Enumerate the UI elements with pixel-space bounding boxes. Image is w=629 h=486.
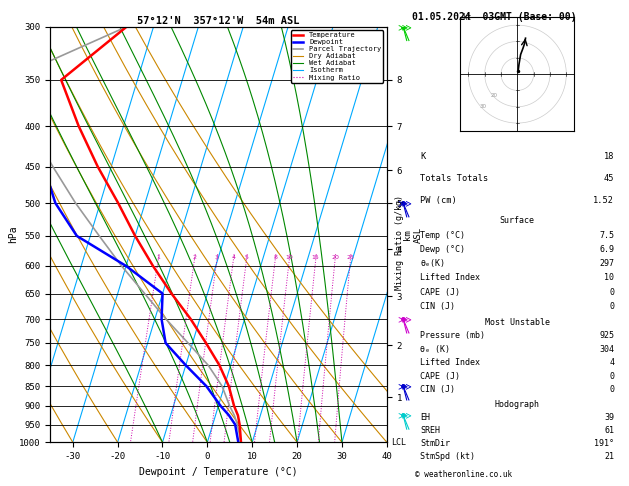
Text: 1: 1: [156, 255, 160, 260]
Y-axis label: hPa: hPa: [8, 226, 18, 243]
Text: 304: 304: [599, 345, 615, 354]
Text: 21: 21: [604, 452, 615, 461]
Text: Lifted Index: Lifted Index: [420, 358, 481, 367]
Text: Temp (°C): Temp (°C): [420, 231, 465, 240]
Text: 18: 18: [604, 152, 615, 161]
Text: StmSpd (kt): StmSpd (kt): [420, 452, 476, 461]
Text: 0: 0: [610, 385, 615, 394]
Y-axis label: km
ASL: km ASL: [403, 226, 423, 243]
Legend: Temperature, Dewpoint, Parcel Trajectory, Dry Adiabat, Wet Adiabat, Isotherm, Mi: Temperature, Dewpoint, Parcel Trajectory…: [291, 30, 383, 83]
Text: EH: EH: [420, 413, 430, 422]
Text: Totals Totals: Totals Totals: [420, 174, 489, 183]
Text: 25: 25: [347, 255, 354, 260]
Text: 1.52: 1.52: [593, 196, 615, 205]
Text: ⋙: ⋙: [397, 22, 411, 32]
Text: 925: 925: [599, 331, 615, 341]
Text: θₑ(K): θₑ(K): [420, 259, 445, 268]
Text: 5: 5: [245, 255, 248, 260]
Text: ⋙: ⋙: [397, 381, 411, 391]
Text: 15: 15: [312, 255, 320, 260]
Text: CIN (J): CIN (J): [420, 385, 455, 394]
Text: ⋙: ⋙: [397, 198, 411, 208]
Text: SREH: SREH: [420, 426, 440, 435]
Text: kt: kt: [462, 13, 471, 22]
Text: 0: 0: [610, 371, 615, 381]
Text: 6.9: 6.9: [599, 245, 615, 254]
Text: Hodograph: Hodograph: [495, 400, 540, 409]
Text: 39: 39: [604, 413, 615, 422]
Text: 8: 8: [273, 255, 277, 260]
Text: CAPE (J): CAPE (J): [420, 371, 460, 381]
Text: 3: 3: [215, 255, 219, 260]
Text: 45: 45: [604, 174, 615, 183]
Text: 20: 20: [331, 255, 339, 260]
Text: ⋙: ⋙: [397, 410, 411, 420]
Text: 61: 61: [604, 426, 615, 435]
Text: 30: 30: [479, 104, 487, 109]
Text: 7.5: 7.5: [599, 231, 615, 240]
Text: θₑ (K): θₑ (K): [420, 345, 450, 354]
Text: 4: 4: [610, 358, 615, 367]
Text: K: K: [420, 152, 426, 161]
X-axis label: Dewpoint / Temperature (°C): Dewpoint / Temperature (°C): [139, 467, 298, 477]
Title: 57°12'N  357°12'W  54m ASL: 57°12'N 357°12'W 54m ASL: [137, 16, 300, 26]
Text: Pressure (mb): Pressure (mb): [420, 331, 486, 341]
Text: 10: 10: [604, 274, 615, 282]
Text: CIN (J): CIN (J): [420, 302, 455, 311]
Text: ⋙: ⋙: [397, 314, 411, 324]
Text: 10: 10: [286, 255, 293, 260]
Text: Lifted Index: Lifted Index: [420, 274, 481, 282]
Text: Surface: Surface: [500, 216, 535, 226]
Text: 191°: 191°: [594, 439, 615, 448]
Text: PW (cm): PW (cm): [420, 196, 457, 205]
Text: 4: 4: [231, 255, 235, 260]
Text: Dewp (°C): Dewp (°C): [420, 245, 465, 254]
Text: 297: 297: [599, 259, 615, 268]
Text: 01.05.2024  03GMT (Base: 00): 01.05.2024 03GMT (Base: 00): [412, 12, 577, 22]
Text: 0: 0: [610, 288, 615, 296]
Text: 2: 2: [192, 255, 196, 260]
Text: LCL: LCL: [391, 438, 406, 447]
Text: Mixing Ratio (g/kg): Mixing Ratio (g/kg): [395, 195, 404, 291]
Text: CAPE (J): CAPE (J): [420, 288, 460, 296]
Text: StmDir: StmDir: [420, 439, 450, 448]
Text: 0: 0: [610, 302, 615, 311]
Text: 20: 20: [491, 93, 498, 98]
Text: © weatheronline.co.uk: © weatheronline.co.uk: [415, 469, 512, 479]
Text: Most Unstable: Most Unstable: [485, 318, 550, 327]
